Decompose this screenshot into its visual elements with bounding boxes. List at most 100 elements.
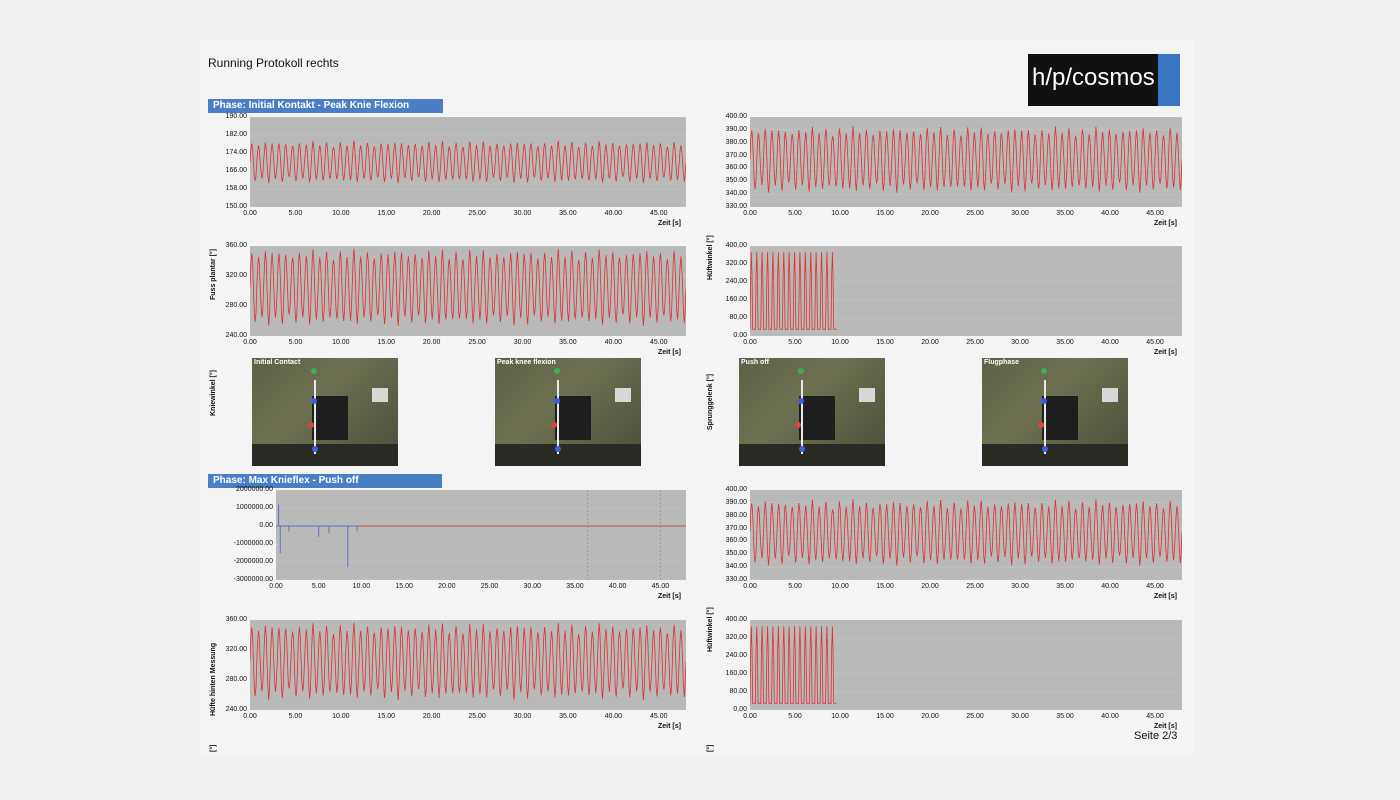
x-tick-label: 10.00 [332,339,350,346]
y-tick-label: 240.00 [225,706,247,713]
x-tick-label: 45.00 [649,339,668,346]
chart-svg-4 [750,246,1182,336]
chart-plot-8 [750,620,1182,710]
y-tick-label: 360.00 [725,164,747,172]
phase-header-2: Phase: Max Knieflex - Push off [208,474,442,488]
x-tick-label: 10.00 [352,583,371,590]
x-tick-label: 0.00 [743,339,757,346]
y-tick-label: 2000000.00 [236,486,273,493]
x-tick-label: 45.00 [1146,210,1164,217]
x-tick-label: 30.00 [513,339,532,346]
chart-svg-1 [250,117,686,207]
x-tick-label: 25.00 [468,713,486,720]
y-tick-label: 150.00 [225,203,247,210]
y-tick-label: 380.00 [725,138,747,146]
chart-plot-3 [250,246,686,336]
y-tick-label: 330.00 [725,576,747,583]
x-tick-label: 5.00 [288,210,303,217]
chart-svg-2 [750,117,1182,207]
chart-svg-6 [750,490,1182,580]
x-tick-label: 20.00 [422,713,441,720]
side-label-left-2: Kniewinkel [°] [210,370,217,416]
x-tick-label: 0.00 [269,583,283,590]
y-tick-label: 350.00 [725,550,747,558]
x-tick-label: 40.00 [604,713,623,720]
y-tick-label: 390.00 [725,498,747,506]
x-tick-label: 30.00 [1011,583,1029,590]
chart-plot-6 [750,490,1182,580]
frame-caption-3: Push off [741,359,769,366]
x-tick-label: 30.00 [1011,713,1029,720]
y-tick-label: 330.00 [725,203,747,210]
y-tick-label: 320.00 [725,260,747,267]
x-tick-label: 0.00 [743,713,757,720]
x-tick-label: 35.00 [559,713,577,720]
y-tick-label: 360.00 [225,616,247,623]
side-label-right-2: Sprunggelenk [°] [707,373,714,430]
x-tick-label: 5.00 [788,713,802,720]
x-tick-label: 0.00 [743,583,757,590]
y-tick-label: 80.00 [729,314,747,321]
x-tick-label: 15.00 [876,713,894,720]
x-tick-label: 40.00 [604,210,623,217]
series-line [250,140,686,184]
x-tick-label: 45.00 [649,713,668,720]
series-line [750,252,837,330]
x-axis-label: Zeit [s] [1154,349,1177,356]
y-tick-label: 280.00 [225,302,247,309]
x-tick-label: 0.00 [243,339,257,346]
y-tick-label: -3000000.00 [233,576,273,583]
chart-plot-4 [750,246,1182,336]
x-tick-label: 35.00 [1056,583,1074,590]
y-tick-label: 340.00 [725,563,747,571]
x-tick-label: 15.00 [377,713,396,720]
chart-svg-5 [276,490,686,580]
x-axis-label: Zeit [s] [658,349,681,356]
x-tick-label: 25.00 [966,583,984,590]
y-tick-label: 80.00 [729,688,747,695]
x-tick-label: 35.00 [1056,339,1074,346]
y-tick-label: 174.00 [225,149,247,156]
x-tick-label: 20.00 [438,583,456,590]
brand-logo: h/p/cosmos [1028,54,1180,106]
report-page: Running Protokoll rechts h/p/cosmos Phas… [200,40,1195,755]
frame-caption-1: Initial Contact [254,359,301,366]
x-tick-label: 35.00 [566,583,584,590]
y-tick-label: 360.00 [225,242,247,249]
x-tick-label: 25.00 [966,210,984,217]
y-tick-label: 400.00 [725,616,747,623]
x-tick-label: 5.00 [788,583,802,590]
x-tick-label: 0.00 [743,210,757,217]
x-tick-label: 30.00 [1011,210,1029,217]
y-tick-label: 400.00 [725,113,747,120]
x-tick-label: 40.00 [604,339,623,346]
y-tick-label: 190.00 [225,113,247,120]
x-tick-label: 40.00 [608,583,627,590]
series-line [750,126,1182,193]
y-tick-label: 0.00 [259,522,273,529]
x-tick-label: 5.00 [311,583,326,590]
y-tick-label: 360.00 [725,537,747,545]
x-tick-label: 15.00 [876,583,894,590]
y-tick-label: 390.00 [725,125,747,133]
chart-svg-7 [250,620,686,710]
x-tick-label: 15.00 [876,210,894,217]
side-label-left-4: [°] [210,744,217,752]
x-tick-label: 35.00 [559,210,577,217]
y-tick-label: 380.00 [725,511,747,519]
x-tick-label: 35.00 [559,339,577,346]
x-tick-label: 10.00 [332,713,350,720]
series-line [250,622,686,701]
x-tick-label: 20.00 [921,339,939,346]
frame-caption-4: Flugphase [984,359,1020,366]
chart-plot-1 [250,117,686,207]
x-tick-label: 30.00 [513,713,532,720]
y-tick-label: 0.00 [733,706,747,713]
x-tick-label: 45.00 [1146,339,1164,346]
y-tick-label: 166.00 [225,167,247,174]
frame-caption-2: Peak knee flexion [497,359,556,366]
x-tick-label: 40.00 [1101,583,1119,590]
y-tick-label: 350.00 [725,177,747,185]
x-tick-label: 15.00 [876,339,894,346]
x-tick-label: 45.00 [651,583,670,590]
